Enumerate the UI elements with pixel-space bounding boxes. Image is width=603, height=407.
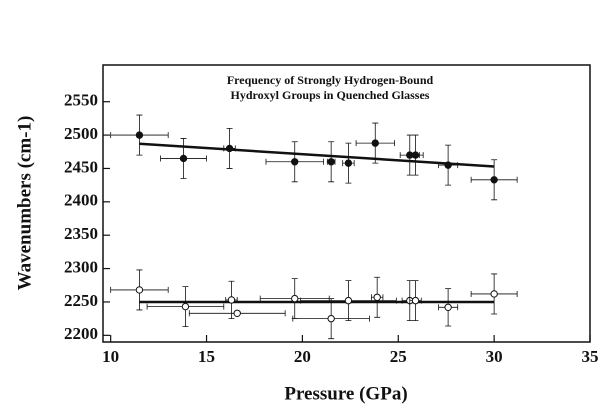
- x-tick-label: 10: [102, 347, 119, 366]
- point: [225, 144, 234, 153]
- point: [411, 296, 420, 305]
- y-tick-label: 2300: [64, 257, 98, 276]
- point: [411, 151, 420, 159]
- point: [291, 158, 299, 166]
- point: [444, 303, 452, 311]
- x-tick-label: 30: [486, 347, 503, 366]
- x-axis-label: Pressure (GPa): [284, 383, 407, 404]
- point: [444, 161, 452, 169]
- x-tick-label: 25: [390, 347, 407, 366]
- point: [227, 296, 236, 304]
- annotation: Hydroxyl Groups in Quenched Glasses: [231, 88, 430, 102]
- plot-frame: [102, 64, 591, 343]
- point: [344, 296, 353, 305]
- point: [344, 159, 353, 167]
- annotation: Frequency of Strongly Hydrogen-Bound: [227, 73, 434, 87]
- point: [233, 309, 241, 317]
- point: [135, 131, 144, 139]
- y-tick-label: 2200: [64, 324, 98, 343]
- point: [179, 154, 188, 163]
- point: [490, 176, 498, 184]
- point: [373, 293, 381, 301]
- y-tick-label: 2350: [64, 224, 98, 243]
- point: [327, 314, 335, 323]
- y-tick-label: 2450: [64, 157, 98, 176]
- y-tick-label: 2500: [64, 124, 98, 143]
- point: [490, 290, 498, 298]
- point: [291, 294, 299, 303]
- fit-line: [139, 142, 495, 168]
- y-tick-label: 2400: [64, 191, 98, 210]
- x-tick-label: 20: [294, 347, 311, 366]
- point: [181, 302, 190, 311]
- x-tick-label: 35: [582, 347, 599, 366]
- point: [327, 158, 335, 166]
- y-tick-label: 2250: [64, 291, 98, 310]
- y-tick-label: 2550: [64, 91, 98, 110]
- point: [371, 139, 379, 147]
- x-tick-label: 15: [198, 347, 215, 366]
- y-axis-label: Wavenumbers (cm-1): [14, 116, 35, 291]
- point: [135, 286, 144, 294]
